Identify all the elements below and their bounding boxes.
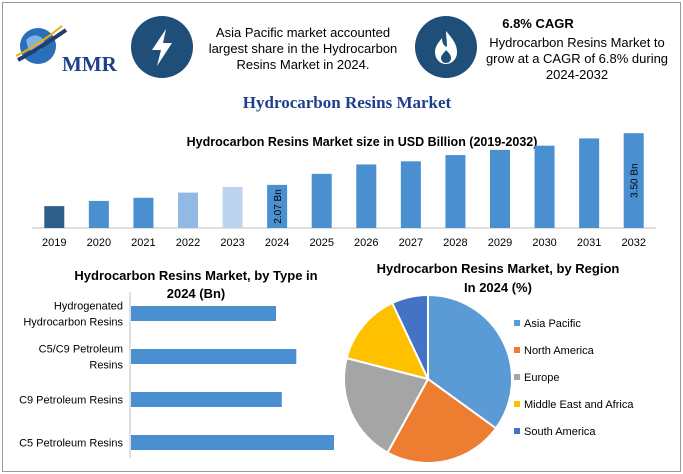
logo-swoosh-gold xyxy=(15,25,63,57)
bar-2027 xyxy=(400,161,421,228)
legend-label-0: Asia Pacific xyxy=(524,318,581,330)
x-tick-label-2023: 2023 xyxy=(220,237,244,249)
type-bar-0 xyxy=(131,306,276,321)
legend-swatch-0 xyxy=(514,320,520,326)
x-tick-label-2032: 2032 xyxy=(621,237,645,249)
type-label-0-0: Hydrogenated xyxy=(54,301,123,313)
main-title: Hydrocarbon Resins Market xyxy=(243,93,452,112)
pie-slice-middle-east-and-africa xyxy=(345,301,430,381)
data-label-2032: 3.50 Bn xyxy=(630,163,641,197)
legend-swatch-4 xyxy=(514,428,520,434)
mmr-logo: MMR xyxy=(15,25,118,76)
pie-slice-north-america xyxy=(386,377,498,464)
x-tick-label-2022: 2022 xyxy=(176,237,200,249)
legend-label-3: Middle East and Africa xyxy=(524,399,634,411)
pie-slice-europe xyxy=(343,356,430,454)
info1-line-1: Asia Pacific market accounted xyxy=(216,25,390,40)
x-tick-label-2029: 2029 xyxy=(488,237,512,249)
x-tick-label-2024: 2024 xyxy=(265,237,289,249)
logo-swoosh-dark xyxy=(17,28,68,62)
type-bar-2 xyxy=(131,392,282,407)
legend-swatch-2 xyxy=(514,374,520,380)
flame-icon xyxy=(435,31,457,64)
info2-line-2: grow at a CAGR of 6.8% during xyxy=(486,51,668,66)
x-tick-label-2019: 2019 xyxy=(42,237,66,249)
bar-2026 xyxy=(356,164,377,228)
x-tick-label-2027: 2027 xyxy=(399,237,423,249)
header-info-2: 6.8% CAGR Hydrocarbon Resins Market to g… xyxy=(415,16,668,82)
x-tick-label-2028: 2028 xyxy=(443,237,467,249)
bar-2021 xyxy=(133,197,154,228)
legend-swatch-1 xyxy=(514,347,520,353)
type-label-3-0: C5 Petroleum Resins xyxy=(19,438,123,450)
type-chart-title-line-1: Hydrocarbon Resins Market, by Type in xyxy=(74,268,317,283)
header-info-1: Asia Pacific market accounted largest sh… xyxy=(131,16,397,78)
type-label-1-1: Resins xyxy=(89,360,123,372)
region-chart-title-line-2: In 2024 (%) xyxy=(464,280,532,295)
by-type-bar-chart: Hydrocarbon Resins Market, by Type in 20… xyxy=(19,268,334,458)
by-region-pie-chart: Hydrocarbon Resins Market, by Region In … xyxy=(343,261,634,464)
bar-2029 xyxy=(490,149,510,228)
legend-label-4: South America xyxy=(524,426,596,438)
info1-line-2: largest share in the Hydrocarbon xyxy=(209,41,398,56)
market-size-bar-chart: Hydrocarbon Resins Market size in USD Bi… xyxy=(32,133,656,249)
bar-chart-title: Hydrocarbon Resins Market size in USD Bi… xyxy=(187,135,538,149)
flame-inner-shape xyxy=(441,50,451,63)
pie-slice-south-america xyxy=(390,293,429,380)
bar-2024 xyxy=(267,184,288,228)
bar-2030 xyxy=(534,145,555,228)
legend-label-1: North America xyxy=(524,345,595,357)
info1-line-3: Resins Market in 2024. xyxy=(237,57,370,72)
x-tick-label-2021: 2021 xyxy=(131,237,155,249)
x-tick-label-2020: 2020 xyxy=(87,237,111,249)
pie-slice-asia-pacific xyxy=(427,293,513,430)
x-tick-label-2031: 2031 xyxy=(577,237,601,249)
legend-swatch-3 xyxy=(514,401,520,407)
type-bar-1 xyxy=(131,349,297,364)
x-tick-label-2025: 2025 xyxy=(309,237,333,249)
type-label-1-0: C5/C9 Petroleum xyxy=(39,344,123,356)
type-bar-3 xyxy=(131,435,334,450)
legend-label-2: Europe xyxy=(524,372,559,384)
bar-2019 xyxy=(44,206,65,228)
bar-2032 xyxy=(623,133,644,228)
info2-line-3: 2024-2032 xyxy=(546,67,608,82)
type-label-0-1: Hydrocarbon Resins xyxy=(23,317,123,329)
bar-2031 xyxy=(579,138,600,228)
bar-2020 xyxy=(88,200,109,228)
info2-line-1: Hydrocarbon Resins Market to xyxy=(489,35,665,50)
cagr-title: 6.8% CAGR xyxy=(502,16,574,31)
x-tick-label-2026: 2026 xyxy=(354,237,378,249)
region-chart-title-line-1: Hydrocarbon Resins Market, by Region xyxy=(377,261,620,276)
lightning-bolt-icon xyxy=(152,29,172,66)
bar-2028 xyxy=(445,155,466,228)
x-tick-label-2030: 2030 xyxy=(532,237,556,249)
bar-2022 xyxy=(178,192,198,228)
bar-2025 xyxy=(311,173,332,228)
data-label-2024: 2.07 Bn xyxy=(273,189,284,223)
bar-2023 xyxy=(222,186,243,228)
type-label-2-0: C9 Petroleum Resins xyxy=(19,395,123,407)
type-chart-title-line-2: 2024 (Bn) xyxy=(167,286,226,301)
logo-text: MMR xyxy=(62,52,118,76)
